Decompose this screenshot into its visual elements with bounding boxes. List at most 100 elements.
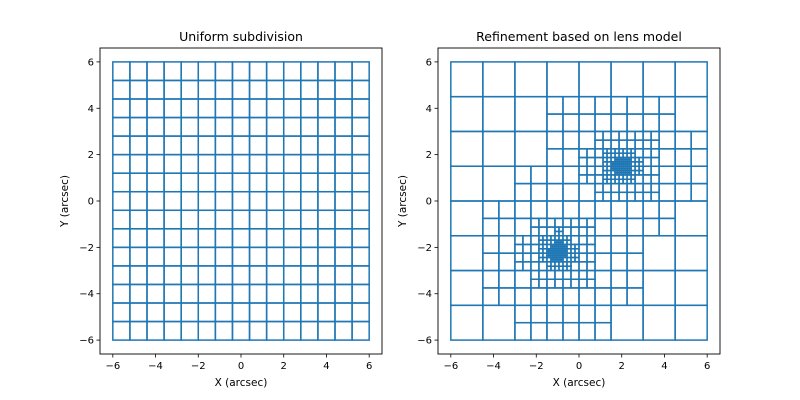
x-tick-label: −4 (148, 361, 163, 372)
grid-cell (578, 113, 596, 133)
panel-uniform-subdivision: Uniform subdivision −6 −4 −2 0 2 4 6 −6 −4 −2 0 2 4 6… (59, 29, 383, 389)
grid-cell (112, 320, 131, 341)
grid-cell (231, 283, 251, 304)
grid-cell (674, 182, 692, 202)
grid-cell (586, 252, 596, 263)
grid-cell (642, 156, 652, 167)
grid-cell (554, 269, 564, 280)
grid-cell (231, 320, 251, 341)
grid-cell (642, 191, 652, 202)
grid-cell (163, 320, 182, 341)
grid-cell (146, 283, 165, 304)
grid-cell (594, 200, 612, 220)
grid-cell (146, 116, 165, 137)
grid-cell (562, 95, 580, 115)
grid-cell (530, 261, 540, 272)
grid-cell (562, 165, 580, 185)
grid-cell (214, 116, 234, 137)
grid-cell (146, 172, 165, 193)
grid-cell (586, 235, 596, 246)
grid-cell (530, 269, 540, 280)
grid-cell (642, 148, 652, 159)
grid-cell (129, 302, 148, 323)
grid-cell (594, 287, 612, 307)
grid-cell (514, 130, 548, 167)
grid-cell (578, 226, 588, 237)
grid-cell (265, 61, 285, 82)
grid-cell (180, 246, 200, 267)
grid-cell (594, 252, 612, 272)
grid-cell (578, 243, 588, 254)
grid-cell (450, 61, 484, 98)
grid-cell (642, 139, 652, 150)
grid-cell (112, 79, 131, 100)
grid-cell (300, 172, 319, 193)
grid-cell (522, 252, 532, 263)
grid-cell (610, 139, 620, 150)
grid-cell (450, 165, 484, 202)
grid-cell (146, 209, 165, 230)
grid-cell (248, 209, 268, 230)
grid-cell (650, 191, 660, 202)
grid-cell (231, 98, 251, 119)
grid-cell (626, 139, 636, 150)
grid-cell (514, 269, 532, 289)
grid-cell (514, 252, 524, 263)
grid-cell (180, 172, 200, 193)
grid-cell (634, 139, 644, 150)
grid-cell (450, 200, 484, 237)
grid-cell (586, 261, 596, 272)
grid-cell (626, 130, 636, 141)
grid-cell (626, 287, 644, 307)
grid-cell (231, 246, 251, 267)
grid-cell (546, 200, 564, 220)
grid-cell (146, 61, 165, 82)
grid-cell (163, 135, 182, 156)
grid-cell (530, 287, 548, 307)
grid-cell (265, 172, 285, 193)
x-tick-label: 2 (619, 361, 625, 372)
grid-cell (482, 61, 516, 98)
grid-cell (514, 200, 532, 220)
grid-cell (214, 190, 234, 212)
grid-cell (334, 209, 353, 230)
grid-cell (248, 265, 268, 286)
grid-cell (482, 200, 500, 220)
grid-cell (300, 98, 319, 119)
grid-cell (197, 265, 217, 286)
grid-cell (602, 139, 612, 150)
grid-cell (351, 228, 370, 249)
grid-cell (586, 278, 596, 289)
grid-cell (231, 228, 251, 249)
grid-cell (129, 172, 148, 193)
grid-cell (570, 269, 580, 280)
grid-cell (300, 320, 319, 341)
grid-cell (482, 304, 516, 341)
grid-cell (618, 182, 628, 194)
grid-cell (351, 209, 370, 230)
grid-cell (450, 130, 484, 167)
grid-cell (562, 217, 572, 228)
grid-cell (163, 79, 182, 100)
grid-cell (317, 116, 336, 137)
grid-cell (163, 265, 182, 286)
grid-cell (690, 182, 708, 202)
grid-cell (180, 228, 200, 249)
x-tick-label: 0 (576, 361, 582, 372)
grid-cell (300, 283, 319, 304)
x-tick-label: 2 (281, 361, 287, 372)
grid-cell (248, 246, 268, 267)
grid-cell (163, 190, 182, 212)
grid-cell (562, 287, 580, 307)
grid-cell (482, 165, 516, 202)
grid-cell (112, 209, 131, 230)
grid-cell (514, 61, 548, 98)
grid-cell (674, 130, 692, 150)
grid-cell (634, 191, 644, 202)
grid-cell (248, 116, 268, 137)
grid-cell (334, 61, 353, 82)
panel-title: Uniform subdivision (179, 29, 303, 44)
grid-cell (498, 287, 516, 307)
grid-cell (626, 217, 644, 237)
grid-cell (658, 95, 676, 115)
